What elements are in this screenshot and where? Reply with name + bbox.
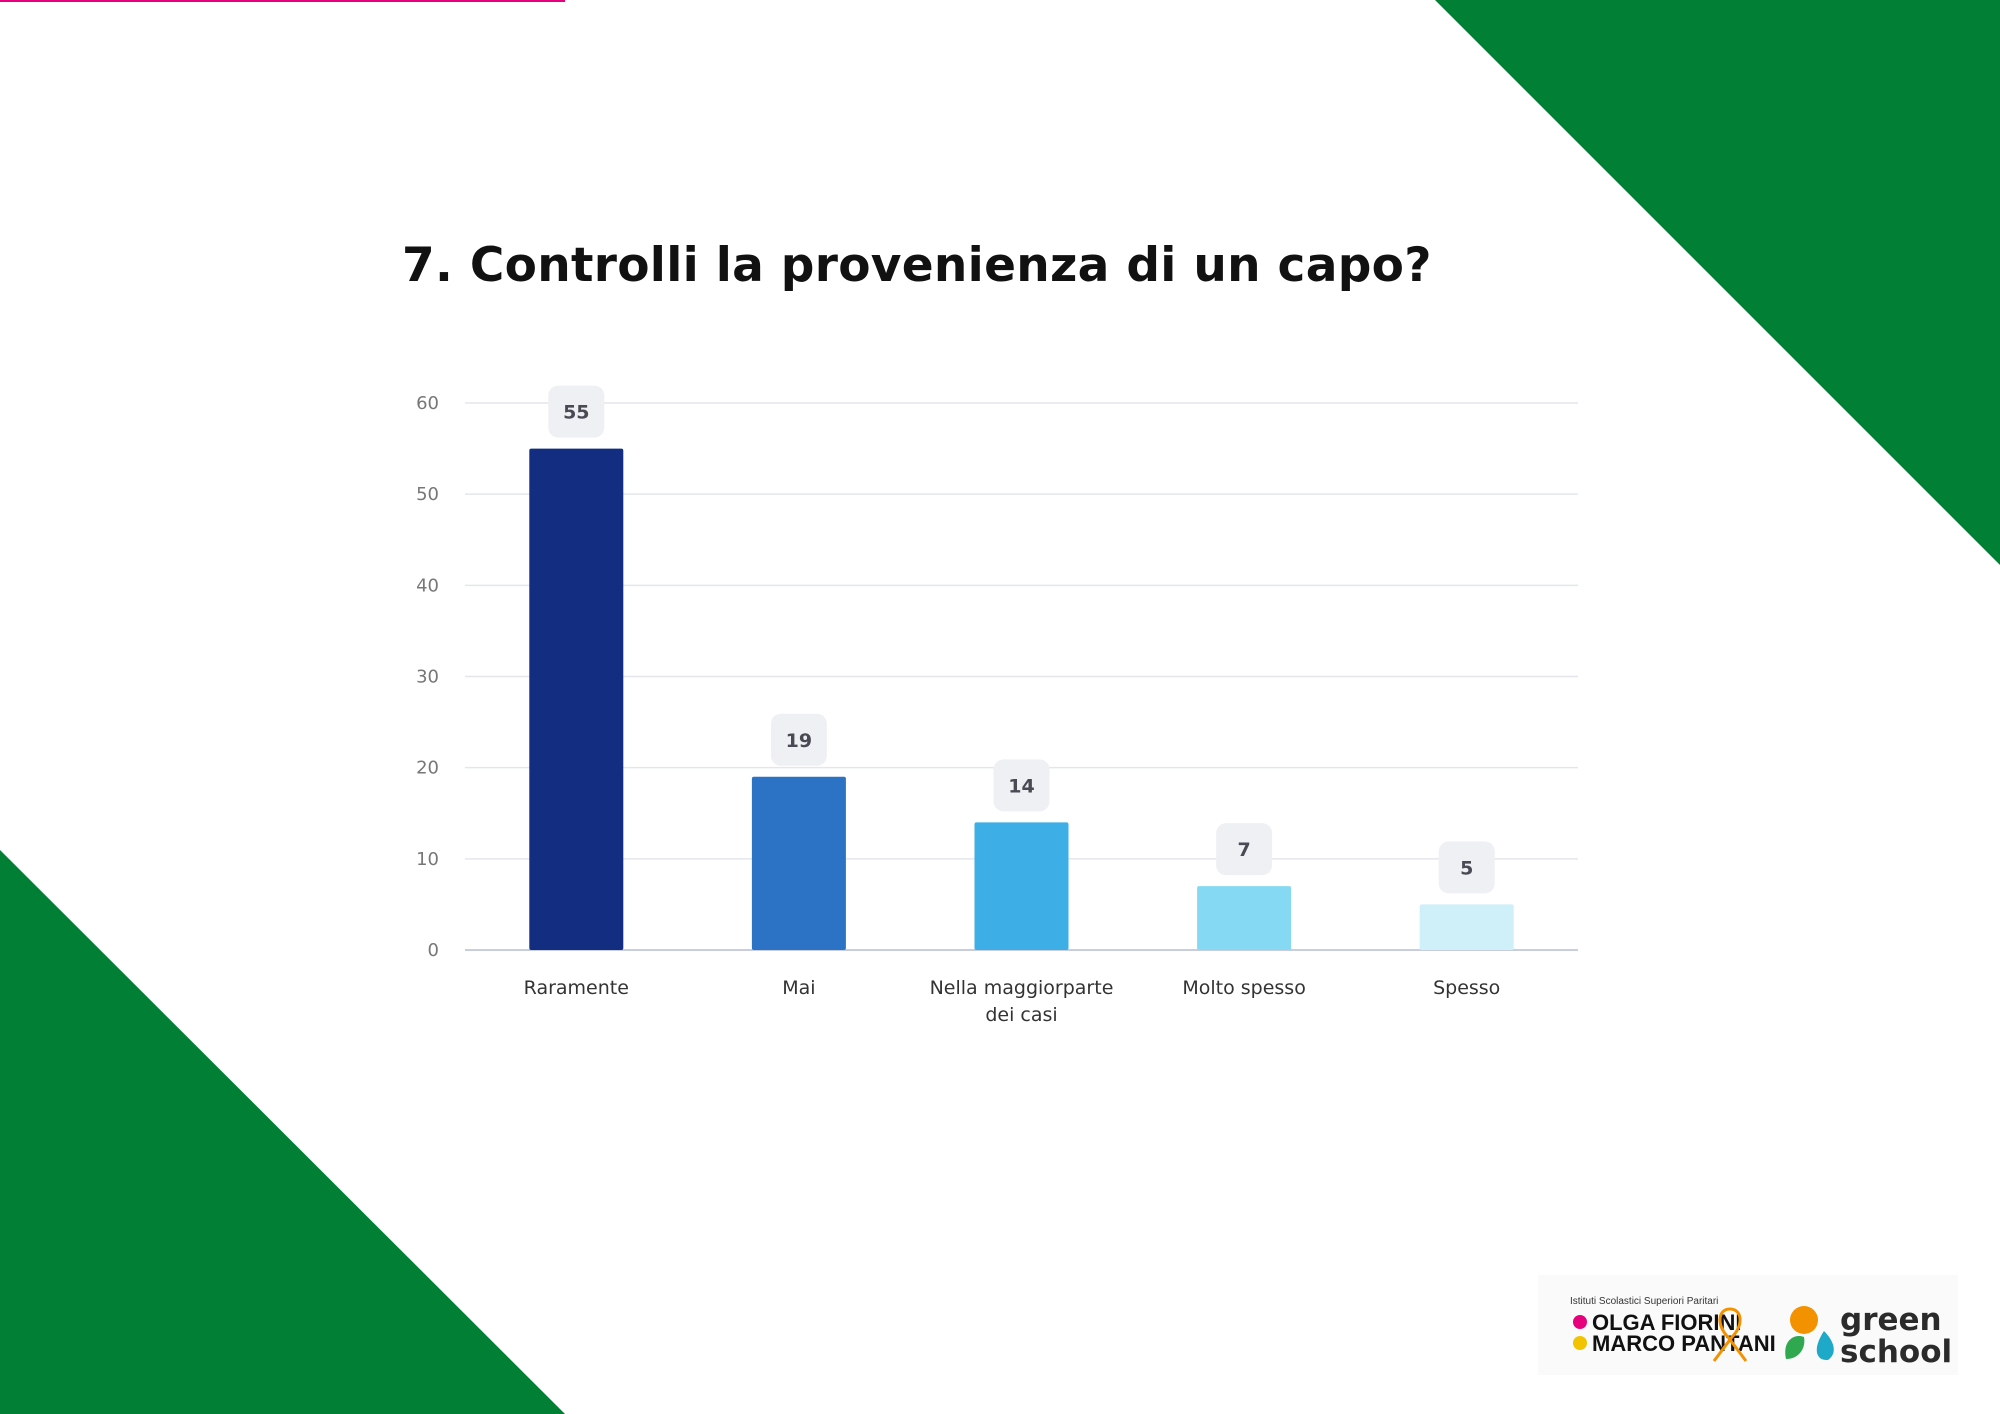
y-tick-label: 40 <box>416 575 439 596</box>
school-logo-line2: MARCO PANTANI <box>1592 1331 1776 1356</box>
school-logo-caption: Istituti Scolastici Superiori Paritari <box>1570 1296 1718 1307</box>
ribbon-icon <box>1712 1307 1748 1362</box>
x-tick-label: Mai <box>782 977 815 999</box>
x-tick-label: Spesso <box>1433 977 1500 999</box>
data-label: 55 <box>563 402 589 424</box>
top-right-green-triangle <box>1435 0 2000 565</box>
y-tick-label: 0 <box>428 940 439 961</box>
school-logo-line1: OLGA FIORINI <box>1592 1310 1742 1335</box>
green-school-leaf-icon <box>1785 1335 1805 1359</box>
bar-chart: 0 10 20 30 40 50 60 55 Raramente 19 Mai 14 Nella mag… <box>416 385 1578 1026</box>
x-tick-label: dei casi <box>985 1004 1057 1026</box>
school-logo: Istituti Scolastici Superiori Paritari O… <box>1570 1296 1776 1362</box>
logos: Istituti Scolastici Superiori Paritari O… <box>1538 1275 1958 1375</box>
bar <box>1419 904 1514 950</box>
data-label: 7 <box>1237 839 1250 861</box>
y-tick-label: 50 <box>416 484 439 505</box>
green-school-logo: green school <box>1785 1302 1952 1370</box>
data-label-badge <box>548 385 605 438</box>
data-label-badge <box>770 713 827 766</box>
school-flower-icon <box>1573 1315 1587 1329</box>
green-school-line2: school <box>1840 1334 1952 1370</box>
data-label: 19 <box>786 730 812 752</box>
data-label-badge <box>1216 823 1273 876</box>
green-school-sun-icon <box>1790 1306 1818 1334</box>
green-school-line1: green <box>1840 1302 1942 1338</box>
data-label: 14 <box>1008 775 1034 797</box>
page-title: 7. Controlli la provenienza di un capo? <box>402 238 1432 293</box>
y-tick-label: 10 <box>416 849 439 870</box>
green-school-drop-icon <box>1816 1331 1834 1361</box>
x-tick-label: Raramente <box>524 977 629 999</box>
bottom-left-green-triangle <box>0 850 565 1414</box>
data-label: 5 <box>1460 857 1473 879</box>
data-label-badge <box>1438 841 1495 894</box>
x-tick-label: Molto spesso <box>1182 977 1305 999</box>
x-tick-label: Nella maggiorparte <box>930 977 1114 999</box>
y-tick-label: 60 <box>416 393 439 414</box>
school-sun-icon <box>1573 1336 1587 1350</box>
top-accent-line <box>0 0 565 2</box>
y-tick-label: 20 <box>416 758 439 779</box>
bar <box>1197 886 1292 950</box>
logos-graphic: Istituti Scolastici Superiori Paritari O… <box>1570 1296 1952 1370</box>
bar <box>974 822 1069 950</box>
bar <box>529 448 624 950</box>
data-label-badge <box>993 759 1050 812</box>
bar <box>751 776 846 950</box>
y-tick-label: 30 <box>416 667 439 688</box>
